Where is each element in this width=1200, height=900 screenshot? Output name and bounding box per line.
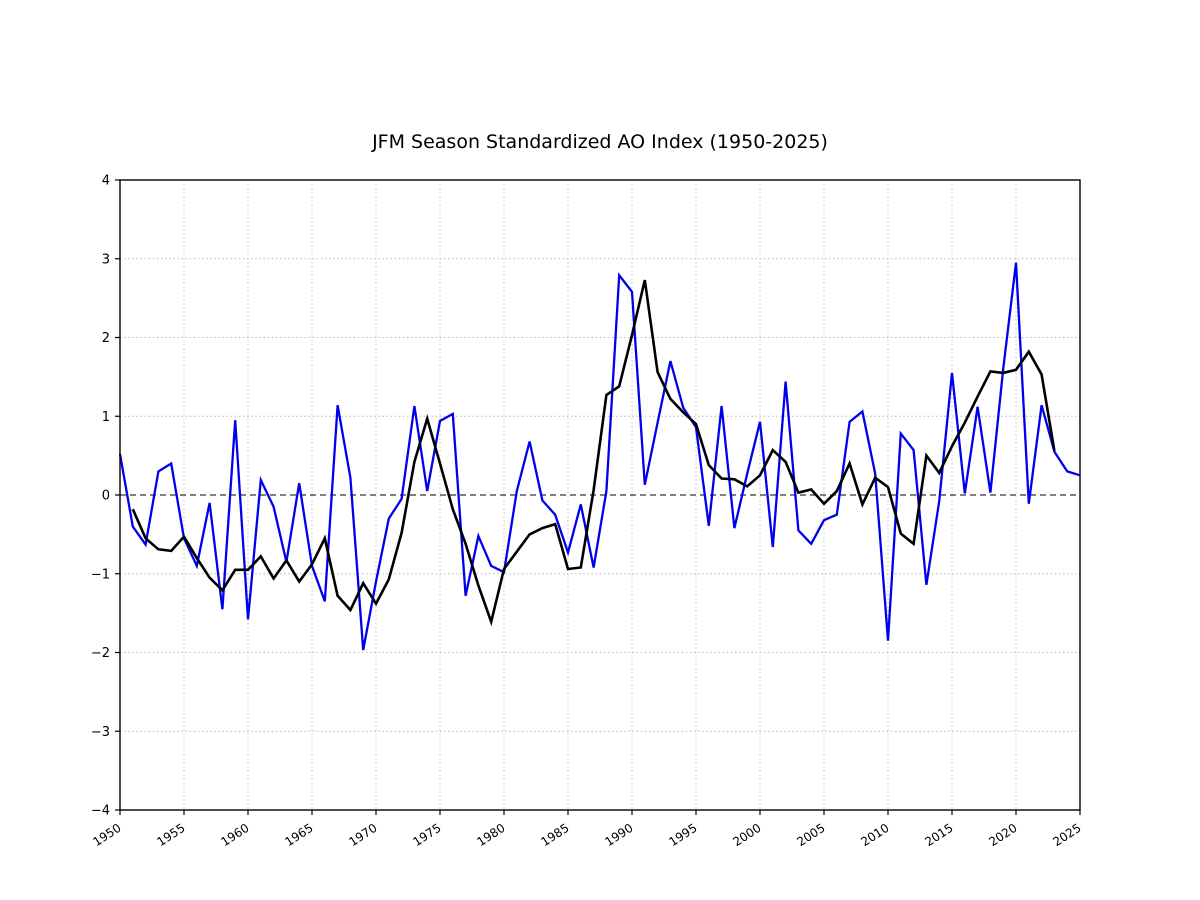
y-tick-label: 3 xyxy=(102,252,110,267)
y-tick-label: −4 xyxy=(91,804,110,819)
y-tick-label: 0 xyxy=(102,489,110,504)
x-tick-label: 1970 xyxy=(346,821,379,849)
x-tick-label: 2010 xyxy=(858,821,891,849)
x-tick-label: 1995 xyxy=(666,821,699,849)
x-tick-label: 1950 xyxy=(90,821,123,849)
x-tick-label: 2000 xyxy=(730,821,763,849)
x-tick-label: 2020 xyxy=(986,821,1019,849)
y-tick-label: 1 xyxy=(102,410,110,425)
chart-title: JFM Season Standardized AO Index (1950-2… xyxy=(372,131,828,153)
y-tick-label: −2 xyxy=(91,646,110,661)
y-tick-label: 4 xyxy=(102,174,110,189)
x-tick-label: 1955 xyxy=(154,821,187,849)
x-tick-label: 1965 xyxy=(282,821,315,849)
x-tick-label: 1960 xyxy=(218,821,251,849)
series-black-smoothed-index xyxy=(131,279,1056,627)
x-tick-label: 1990 xyxy=(602,821,635,849)
x-tick-label: 2015 xyxy=(922,821,955,849)
y-tick-label: 2 xyxy=(102,331,110,346)
x-tick-label: 1985 xyxy=(538,821,571,849)
y-tick-label: −3 xyxy=(91,725,110,740)
x-tick-label: 2025 xyxy=(1050,821,1083,849)
x-tick-label: 2005 xyxy=(794,821,827,849)
x-tick-label: 1980 xyxy=(474,821,507,849)
series-blue-annual-index xyxy=(118,262,1081,651)
y-tick-label: −1 xyxy=(91,567,110,582)
x-tick-label: 1975 xyxy=(410,821,443,849)
